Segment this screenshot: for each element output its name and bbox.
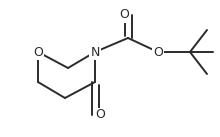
Text: N: N xyxy=(90,45,100,58)
Text: O: O xyxy=(33,45,43,58)
Text: O: O xyxy=(153,45,163,58)
Text: O: O xyxy=(95,109,105,122)
Text: O: O xyxy=(119,8,129,22)
